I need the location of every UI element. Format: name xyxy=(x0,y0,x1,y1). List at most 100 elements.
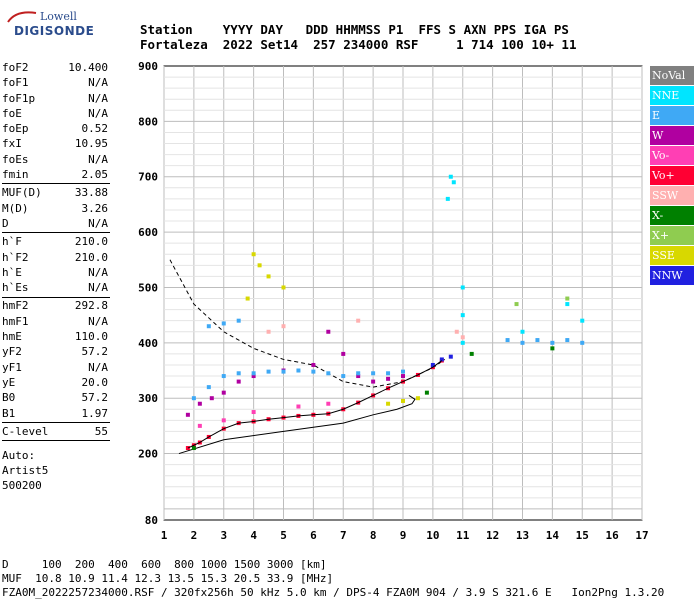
param-row: hmE 110.0 xyxy=(2,329,108,344)
param-label: hmE xyxy=(2,330,22,344)
data-point xyxy=(520,340,525,345)
station-header: Station YYYY DAY DDD HHMMSS P1 FFS S AXN… xyxy=(140,22,577,52)
param-label: hmF2 xyxy=(2,299,29,313)
param-row: foEp 0.52 xyxy=(2,121,108,136)
param-row: yE 20.0 xyxy=(2,375,108,390)
param-label: h`E xyxy=(2,265,22,279)
param-separator xyxy=(2,440,110,442)
x-tick-label: 2 xyxy=(191,529,198,542)
legend-item: NNE xyxy=(650,86,694,105)
data-point xyxy=(550,346,555,351)
param-label: foEp xyxy=(2,122,29,136)
data-point xyxy=(550,340,555,345)
param-value: 0.52 xyxy=(81,122,109,136)
data-point xyxy=(439,357,444,362)
param-row: foEs N/A xyxy=(2,152,108,167)
y-tick-label: 900 xyxy=(138,60,158,73)
data-point xyxy=(386,371,391,376)
data-point xyxy=(266,329,271,334)
data-point xyxy=(460,313,465,318)
data-point xyxy=(191,396,196,401)
data-point xyxy=(371,379,376,384)
data-point xyxy=(424,390,429,395)
param-value: N/A xyxy=(88,152,108,166)
param-label: yF1 xyxy=(2,360,22,374)
data-point xyxy=(311,362,316,367)
param-value: 10.400 xyxy=(68,61,108,74)
x-tick-label: 7 xyxy=(340,529,347,542)
param-value: N/A xyxy=(88,360,108,374)
data-point xyxy=(326,401,331,406)
param-row: MUF(D) 33.88 xyxy=(2,185,108,200)
x-tick-label: 10 xyxy=(426,529,439,542)
param-label: D xyxy=(2,216,9,230)
data-point xyxy=(197,401,202,406)
x-tick-label: 11 xyxy=(456,529,470,542)
data-point xyxy=(221,418,226,423)
param-value: 55 xyxy=(94,424,108,438)
param-label: yF2 xyxy=(2,345,22,359)
data-point xyxy=(266,274,271,279)
legend-item: X- xyxy=(650,206,694,225)
data-point xyxy=(251,252,256,257)
auto-line3: 500200 xyxy=(2,479,42,493)
data-point xyxy=(236,379,241,384)
data-point xyxy=(251,371,256,376)
legend-item: E xyxy=(650,106,694,125)
data-point xyxy=(257,263,262,268)
x-tick-label: 3 xyxy=(220,529,227,542)
param-row: C-level 55 xyxy=(2,424,108,439)
legend-item: Vo+ xyxy=(650,166,694,185)
param-label: foF1 xyxy=(2,76,29,90)
data-point xyxy=(281,324,286,329)
data-point xyxy=(580,318,585,323)
data-point xyxy=(356,371,361,376)
data-point xyxy=(448,174,453,179)
data-point xyxy=(341,374,346,379)
data-point xyxy=(356,374,361,379)
param-label: foF2 xyxy=(2,61,29,74)
param-label: foEs xyxy=(2,152,29,166)
logo-swoosh-icon xyxy=(7,11,37,23)
data-point xyxy=(281,369,286,374)
data-point xyxy=(580,340,585,345)
lowell-digisonde-logo: Lowell DIGISONDE xyxy=(4,6,94,46)
profile-curve xyxy=(178,395,416,455)
data-point xyxy=(514,302,519,307)
y-tick-label: 400 xyxy=(138,337,158,350)
param-row: D N/A xyxy=(2,216,108,231)
param-row: h`E N/A xyxy=(2,265,108,280)
param-value: 210.0 xyxy=(74,235,108,249)
data-point xyxy=(296,404,301,409)
data-point xyxy=(565,338,570,343)
data-point xyxy=(386,401,391,406)
param-label: B1 xyxy=(2,406,16,420)
param-row: foE N/A xyxy=(2,106,108,121)
data-point xyxy=(221,390,226,395)
param-value: 292.8 xyxy=(74,299,108,313)
legend-item: NNW xyxy=(650,266,694,285)
data-point xyxy=(565,302,570,307)
auto-line1: Auto: xyxy=(2,449,36,463)
param-value: 10.95 xyxy=(74,137,108,151)
x-tick-label: 8 xyxy=(370,529,377,542)
data-point xyxy=(311,369,316,374)
data-point xyxy=(451,180,456,185)
param-value: N/A xyxy=(88,76,108,90)
param-label: h`F xyxy=(2,235,22,249)
param-label: hmF1 xyxy=(2,314,29,328)
data-point xyxy=(460,335,465,340)
param-value: 2.05 xyxy=(81,168,109,182)
parameter-panel: foF2 10.400 foF1 N/A foF1p N/A foE N/A foEp 0.52 f… xyxy=(2,60,110,493)
trace-line xyxy=(187,360,443,449)
data-point xyxy=(430,362,435,367)
x-tick-label: 13 xyxy=(516,529,529,542)
x-tick-label: 1 xyxy=(161,529,168,542)
param-separator xyxy=(2,232,110,234)
footer-line3: FZA0M_2022257234000.RSF / 320fx256h 50 k… xyxy=(2,586,665,599)
param-separator xyxy=(2,296,110,298)
param-row: foF1p N/A xyxy=(2,91,108,106)
x-tick-label: 4 xyxy=(250,529,257,542)
data-point xyxy=(209,396,214,401)
